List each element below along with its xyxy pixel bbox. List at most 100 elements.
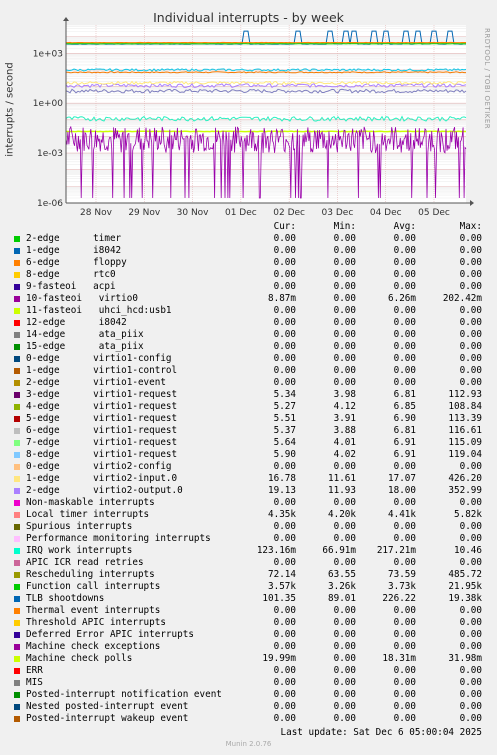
legend-swatch [14, 608, 20, 614]
legend-cur: 0.00 [273, 701, 296, 712]
legend-label: Function call interrupts [26, 581, 161, 592]
legend-row: 4-edge virtio1-request 5.27 4.12 6.85 108.84 [0, 401, 497, 413]
legend-row: 1-edge virtio2-input.0 16.78 11.61 17.07 426… [0, 473, 497, 485]
legend-swatch [14, 392, 20, 398]
legend-label: 6-edge floppy [26, 257, 127, 268]
legend-label: 1-edge virtio2-input.0 [26, 473, 178, 484]
legend-label: 6-edge virtio1-request [26, 425, 178, 436]
legend-avg: 0.00 [393, 317, 416, 328]
legend-max: 0.00 [459, 353, 482, 364]
legend-max: 0.00 [459, 281, 482, 292]
legend-max: 0.00 [459, 233, 482, 244]
legend-cur: 0.00 [273, 461, 296, 472]
x-tick-label: 30 Nov [177, 208, 210, 218]
legend-swatch [14, 692, 20, 698]
legend-max: 0.00 [459, 497, 482, 508]
legend-avg: 0.00 [393, 341, 416, 352]
legend-swatch [14, 584, 20, 590]
legend-max: 0.00 [459, 317, 482, 328]
legend-label: Machine check exceptions [26, 641, 161, 652]
legend-swatch [14, 716, 20, 722]
legend-row: Local timer interrupts 4.35k 4.20k 4.41k 5.8… [0, 509, 497, 521]
legend-cur: 0.00 [273, 305, 296, 316]
x-tick-label: 04 Dec [370, 208, 402, 218]
y-tick-label: 1e+00 [33, 99, 64, 109]
legend-avg: 6.91 [393, 449, 416, 460]
legend-max: 0.00 [459, 257, 482, 268]
legend-avg: 73.59 [388, 569, 416, 580]
legend-min: 4.01 [333, 437, 356, 448]
legend-max: 485.72 [448, 569, 482, 580]
legend-avg: 0.00 [393, 497, 416, 508]
legend-cur: 5.27 [273, 401, 296, 412]
x-tick-label: 05 Dec [418, 208, 450, 218]
legend-row: 2-edge timer 0.00 0.00 0.00 0.00 [0, 233, 497, 245]
legend-cur: 0.00 [273, 677, 296, 688]
x-tick-label: 29 Nov [128, 208, 161, 218]
legend-max: 116.61 [448, 425, 482, 436]
legend-min: 0.00 [333, 365, 356, 376]
legend-max: 0.00 [459, 245, 482, 256]
legend-cur: 0.00 [273, 689, 296, 700]
legend-cur: 0.00 [273, 353, 296, 364]
header-min: Min: [333, 221, 356, 232]
legend-swatch [14, 344, 20, 350]
legend-label: MIS [26, 677, 43, 688]
legend-min: 0.00 [333, 245, 356, 256]
legend-label: 15-edge ata_piix [26, 341, 144, 352]
legend-row: Machine check polls 19.99m 0.00 18.31m 31.98… [0, 653, 497, 665]
legend-label: 10-fasteoi virtio0 [26, 293, 138, 304]
legend-row: 1-edge i8042 0.00 0.00 0.00 0.00 [0, 245, 497, 257]
legend-avg: 0.00 [393, 689, 416, 700]
legend-max: 0.00 [459, 365, 482, 376]
legend-cur: 0.00 [273, 533, 296, 544]
legend-swatch [14, 404, 20, 410]
legend-max: 352.99 [448, 485, 482, 496]
legend-label: 8-edge rtc0 [26, 269, 116, 280]
legend-row: Nested posted-interrupt event 0.00 0.00 0.0… [0, 701, 497, 713]
legend-swatch [14, 632, 20, 638]
legend-min: 63.55 [328, 569, 356, 580]
legend-max: 119.04 [448, 449, 482, 460]
legend-max: 0.00 [459, 533, 482, 544]
legend-min: 3.91 [333, 413, 356, 424]
legend-min: 0.00 [333, 641, 356, 652]
legend-avg: 0.00 [393, 281, 416, 292]
legend-label: Deferred Error APIC interrupts [26, 629, 194, 640]
legend-label: 5-edge virtio1-request [26, 413, 178, 424]
legend-max: 426.20 [448, 473, 482, 484]
legend-row: Threshold APIC interrupts 0.00 0.00 0.00 0.0… [0, 617, 497, 629]
legend-avg: 0.00 [393, 377, 416, 388]
legend-swatch [14, 644, 20, 650]
legend-row: Non-maskable interrupts 0.00 0.00 0.00 0.00 [0, 497, 497, 509]
legend-min: 0.00 [333, 605, 356, 616]
legend-avg: 0.00 [393, 713, 416, 724]
legend-avg: 0.00 [393, 641, 416, 652]
legend-swatch [14, 440, 20, 446]
legend-label: Performance monitoring interrupts [26, 533, 211, 544]
legend-max: 0.00 [459, 329, 482, 340]
legend-cur: 4.35k [268, 509, 296, 520]
legend-cur: 72.14 [268, 569, 296, 580]
legend-max: 202.42m [442, 293, 482, 304]
legend-row: Performance monitoring interrupts 0.00 0.0… [0, 533, 497, 545]
legend-cur: 0.00 [273, 257, 296, 268]
legend-row: 12-edge i8042 0.00 0.00 0.00 0.00 [0, 317, 497, 329]
legend-cur: 19.99m [262, 653, 296, 664]
legend-swatch [14, 368, 20, 374]
legend-label: Local timer interrupts [26, 509, 150, 520]
legend-max: 0.00 [459, 521, 482, 532]
legend-cur: 16.78 [268, 473, 296, 484]
legend-cur: 5.51 [273, 413, 296, 424]
legend-label: APIC ICR read retries [26, 557, 144, 568]
legend-cur: 0.00 [273, 281, 296, 292]
legend-row: 1-edge virtio1-control 0.00 0.00 0.00 0.00 [0, 365, 497, 377]
legend-cur: 0.00 [273, 605, 296, 616]
legend-cur: 5.90 [273, 449, 296, 460]
legend-label: Non-maskable interrupts [26, 497, 155, 508]
legend-max: 0.00 [459, 269, 482, 280]
legend-row: Machine check exceptions 0.00 0.00 0.00 0.00 [0, 641, 497, 653]
legend-row: 2-edge virtio1-event 0.00 0.00 0.00 0.00 [0, 377, 497, 389]
legend-label: 3-edge virtio1-request [26, 389, 178, 400]
legend-max: 31.98m [448, 653, 482, 664]
